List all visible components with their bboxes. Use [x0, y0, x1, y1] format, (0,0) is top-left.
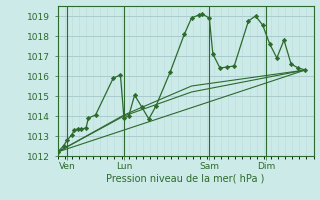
X-axis label: Pression niveau de la mer( hPa ): Pression niveau de la mer( hPa ) — [107, 173, 265, 183]
